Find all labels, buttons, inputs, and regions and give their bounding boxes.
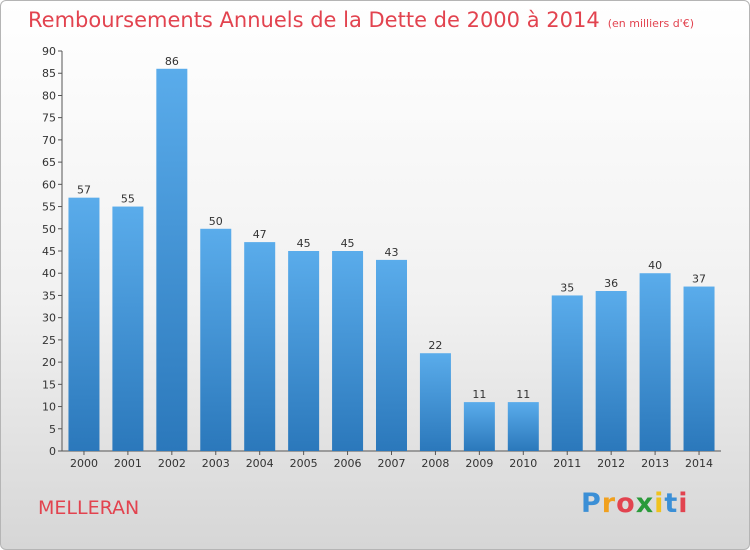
logo-letter: i bbox=[654, 488, 665, 519]
bar bbox=[683, 286, 715, 451]
x-tick-label: 2009 bbox=[465, 457, 493, 470]
data-label: 45 bbox=[341, 237, 355, 250]
data-label: 40 bbox=[648, 259, 662, 272]
bar bbox=[463, 402, 495, 451]
y-tick-label: 65 bbox=[42, 156, 56, 169]
bar bbox=[288, 251, 320, 451]
bar bbox=[244, 242, 276, 451]
x-tick-label: 2000 bbox=[70, 457, 98, 470]
y-tick-label: 45 bbox=[42, 245, 56, 258]
data-label: 43 bbox=[385, 246, 399, 259]
data-label: 45 bbox=[297, 237, 311, 250]
x-tick-label: 2014 bbox=[685, 457, 713, 470]
x-tick-label: 2012 bbox=[597, 457, 625, 470]
bar bbox=[551, 295, 583, 451]
bar bbox=[419, 353, 451, 451]
y-tick-label: 20 bbox=[42, 356, 56, 369]
data-label: 11 bbox=[472, 388, 486, 401]
x-tick-label: 2008 bbox=[421, 457, 449, 470]
proxiti-logo: Proxiti bbox=[581, 488, 689, 519]
x-tick-label: 2011 bbox=[553, 457, 581, 470]
logo-letter: i bbox=[678, 488, 689, 519]
x-tick-label: 2003 bbox=[202, 457, 230, 470]
chart-title: Remboursements Annuels de la Dette de 20… bbox=[28, 8, 694, 32]
y-tick-label: 80 bbox=[42, 89, 56, 102]
chart-title-text: Remboursements Annuels de la Dette de 20… bbox=[28, 8, 600, 32]
logo-letter: x bbox=[635, 488, 655, 519]
x-tick-label: 2004 bbox=[246, 457, 274, 470]
bar bbox=[200, 228, 232, 451]
logo-letter: t bbox=[664, 488, 679, 519]
y-tick-label: 25 bbox=[42, 334, 56, 347]
x-tick-label: 2010 bbox=[509, 457, 537, 470]
x-tick-label: 2001 bbox=[114, 457, 142, 470]
data-label: 47 bbox=[253, 228, 267, 241]
bar bbox=[639, 273, 671, 451]
y-tick-label: 55 bbox=[42, 201, 56, 214]
data-label: 50 bbox=[209, 215, 223, 228]
data-label: 37 bbox=[692, 273, 706, 286]
y-tick-label: 75 bbox=[42, 112, 56, 125]
y-tick-label: 85 bbox=[42, 67, 56, 80]
x-tick-label: 2007 bbox=[378, 457, 406, 470]
x-tick-label: 2006 bbox=[334, 457, 362, 470]
y-tick-label: 60 bbox=[42, 178, 56, 191]
y-tick-label: 5 bbox=[49, 423, 56, 436]
y-tick-label: 70 bbox=[42, 134, 56, 147]
chart-unit-label: (en milliers d'€) bbox=[607, 17, 694, 30]
data-label: 22 bbox=[428, 339, 442, 352]
y-tick-label: 40 bbox=[42, 267, 56, 280]
data-label: 57 bbox=[77, 184, 91, 197]
data-label: 36 bbox=[604, 277, 618, 290]
bar bbox=[332, 251, 364, 451]
y-tick-label: 15 bbox=[42, 378, 56, 391]
x-tick-label: 2013 bbox=[641, 457, 669, 470]
logo-letter: r bbox=[601, 488, 617, 519]
place-name: MELLERAN bbox=[38, 497, 140, 519]
bar bbox=[112, 206, 144, 451]
data-label: 86 bbox=[165, 55, 179, 68]
data-label: 35 bbox=[560, 281, 574, 294]
y-tick-label: 0 bbox=[49, 445, 56, 458]
bar bbox=[68, 197, 100, 451]
y-tick-label: 10 bbox=[42, 401, 56, 414]
bar bbox=[156, 68, 188, 452]
y-tick-label: 30 bbox=[42, 312, 56, 325]
x-tick-label: 2005 bbox=[290, 457, 318, 470]
logo-letter: P bbox=[581, 488, 602, 519]
y-tick-label: 50 bbox=[42, 223, 56, 236]
y-tick-label: 35 bbox=[42, 289, 56, 302]
x-tick-label: 2002 bbox=[158, 457, 186, 470]
bar bbox=[376, 259, 407, 451]
bar bbox=[595, 291, 627, 451]
data-label: 55 bbox=[121, 193, 135, 206]
logo-letter: o bbox=[616, 488, 636, 519]
y-tick-label: 90 bbox=[42, 45, 56, 58]
bar bbox=[507, 402, 539, 451]
data-label: 11 bbox=[516, 388, 530, 401]
